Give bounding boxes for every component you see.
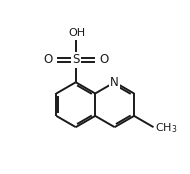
- Text: N: N: [110, 76, 119, 89]
- Text: CH$_3$: CH$_3$: [155, 121, 177, 135]
- Text: S: S: [72, 53, 79, 66]
- Text: O: O: [43, 53, 53, 66]
- Text: O: O: [99, 53, 108, 66]
- Text: OH: OH: [68, 28, 86, 38]
